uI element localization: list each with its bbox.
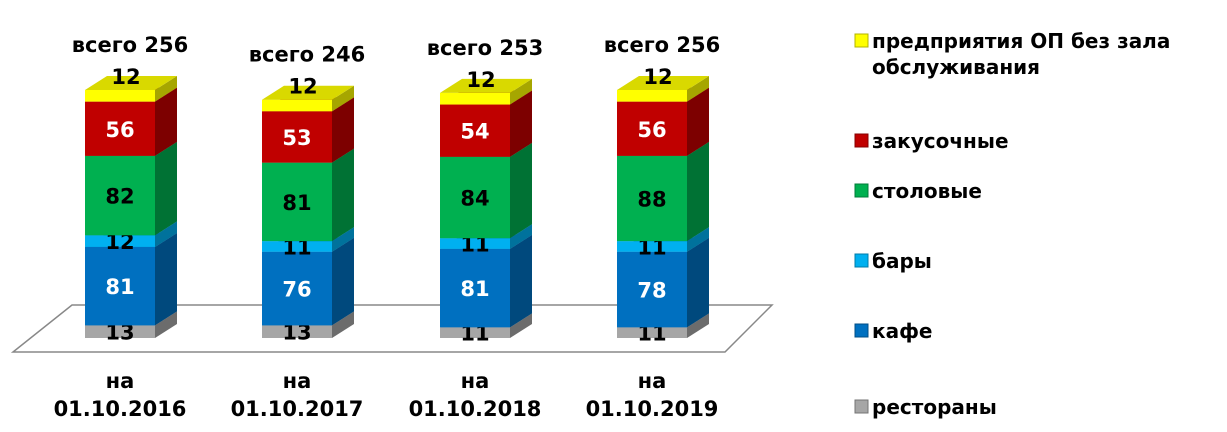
bar-side — [510, 90, 532, 157]
bar-front — [262, 162, 332, 242]
value-label: 81 — [105, 275, 134, 299]
bar-front — [85, 246, 155, 326]
bar-side — [510, 224, 532, 249]
bar-front — [440, 92, 510, 105]
value-label: 88 — [637, 188, 666, 212]
bar-segment — [85, 232, 177, 326]
value-label: 81 — [282, 191, 311, 215]
value-label: 12 — [643, 65, 672, 89]
floor — [10, 304, 774, 353]
bar-side — [687, 141, 709, 242]
bar-front — [440, 248, 510, 328]
bar-side — [687, 87, 709, 156]
value-label: 12 — [466, 68, 495, 92]
bar-side — [155, 87, 177, 156]
bar-front — [262, 241, 332, 252]
bar-front — [617, 251, 687, 328]
legend-label: кафе — [872, 319, 933, 343]
bar-side — [332, 227, 354, 252]
bar-side — [687, 313, 709, 338]
bar-front — [440, 104, 510, 157]
legend-label: рестораны — [872, 395, 997, 419]
value-label: 81 — [460, 277, 489, 301]
bar-front — [85, 155, 155, 236]
legend-label: бары — [872, 249, 932, 273]
bar-front — [440, 238, 510, 249]
bar-top — [85, 76, 177, 90]
legend-swatch — [854, 183, 869, 198]
legend-label: закусочные — [872, 129, 1009, 153]
bar-side — [687, 237, 709, 328]
bar-front — [440, 327, 510, 338]
legend-label: предприятия ОП без зала обслуживания — [872, 29, 1171, 79]
bar-side — [332, 85, 354, 112]
x-tick-label: на 01.10.2017 — [230, 369, 364, 421]
value-label: 54 — [460, 120, 489, 144]
bar-side — [687, 76, 709, 102]
total-label: всего 256 — [72, 33, 189, 57]
value-label: 84 — [460, 187, 489, 211]
legend-swatch — [854, 133, 869, 148]
x-tick-label: на 01.10.2018 — [408, 369, 542, 421]
value-label: 56 — [105, 118, 134, 142]
value-label: 12 — [288, 75, 317, 99]
legend-swatch — [854, 253, 869, 268]
bar-front — [85, 325, 155, 338]
bar-side — [332, 237, 354, 326]
value-label: 12 — [111, 65, 140, 89]
bar-side — [510, 313, 532, 338]
total-label: всего 256 — [604, 33, 721, 57]
bar-side — [510, 78, 532, 105]
bar-segment — [262, 85, 354, 112]
bar-front — [262, 99, 332, 112]
bar-top — [262, 85, 354, 100]
bar-side — [332, 311, 354, 338]
value-label: 82 — [105, 185, 134, 209]
bar-side — [155, 221, 177, 247]
legend-swatch — [854, 323, 869, 338]
value-label: 53 — [282, 126, 311, 150]
bar-front — [262, 111, 332, 163]
bar-front — [617, 90, 687, 102]
bar-front — [85, 90, 155, 102]
bar-front — [85, 101, 155, 156]
legend-label: столовые — [872, 179, 982, 203]
bar-segment — [617, 141, 709, 242]
bar-side — [332, 97, 354, 163]
value-label: 76 — [282, 278, 311, 302]
total-label: всего 246 — [249, 43, 366, 67]
bar-front — [617, 101, 687, 156]
bar-front — [617, 241, 687, 252]
bar-side — [155, 311, 177, 338]
bar-segment — [617, 87, 709, 156]
bar-segment — [617, 76, 709, 102]
legend-swatch — [854, 33, 869, 48]
bar-side — [510, 234, 532, 328]
bar-front — [440, 156, 510, 239]
bar-front — [617, 155, 687, 242]
bar-front — [617, 327, 687, 338]
bar-front — [262, 251, 332, 326]
bar-side — [155, 141, 177, 236]
x-tick-label: на 01.10.2019 — [585, 369, 719, 421]
bar-side — [155, 232, 177, 326]
legend-swatch — [854, 399, 869, 414]
bar-side — [155, 76, 177, 102]
value-label: 56 — [637, 118, 666, 142]
bar-side — [332, 148, 354, 242]
bar-side — [510, 142, 532, 239]
bar-front — [85, 235, 155, 247]
x-tick-label: на 01.10.2016 — [53, 369, 187, 421]
value-label: 78 — [637, 279, 666, 303]
bar-segment — [85, 76, 177, 102]
bar-top — [617, 76, 709, 90]
bar-top — [440, 78, 532, 93]
bar-side — [687, 227, 709, 252]
total-label: всего 253 — [427, 36, 544, 60]
bar-front — [262, 325, 332, 338]
bar-segment — [440, 78, 532, 105]
